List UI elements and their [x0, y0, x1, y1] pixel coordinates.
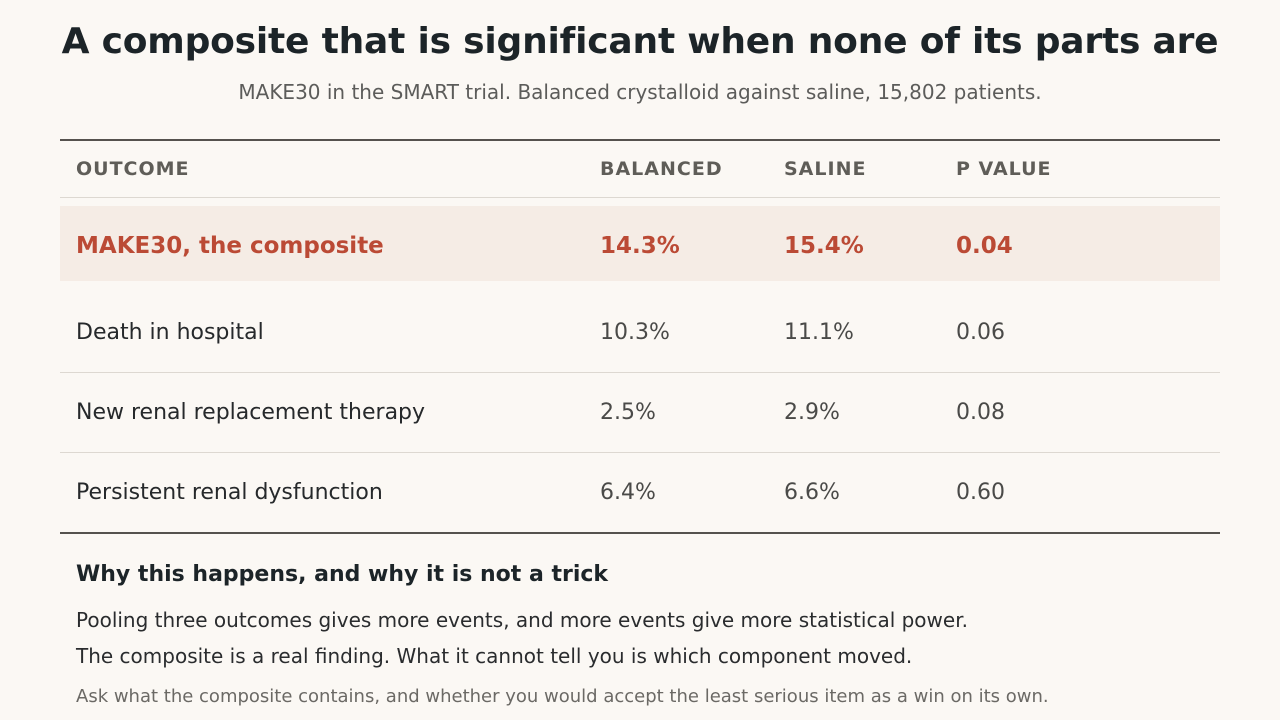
column-header-p-value: P VALUE — [956, 158, 1052, 180]
table-row: Persistent renal dysfunction 6.4% 6.6% 0… — [60, 453, 1220, 532]
saline-value: 6.6% — [784, 480, 840, 505]
note-paragraph-1: Pooling three outcomes gives more events… — [76, 608, 968, 632]
composite-saline-value: 15.4% — [784, 233, 864, 259]
results-table: OUTCOME BALANCED SALINE P VALUE MAKE30, … — [60, 139, 1220, 534]
note-paragraph-2: The composite is a real finding. What it… — [76, 644, 913, 668]
balanced-value: 2.5% — [600, 400, 656, 425]
column-header-saline: SALINE — [784, 158, 867, 180]
composite-p-value: 0.04 — [956, 233, 1013, 259]
p-value: 0.08 — [956, 400, 1005, 425]
saline-value: 11.1% — [784, 320, 854, 345]
outcome-label: New renal replacement therapy — [76, 400, 426, 425]
composite-balanced-value: 14.3% — [600, 233, 680, 259]
note-heading: Why this happens, and why it is not a tr… — [76, 562, 609, 587]
table-row: Death in hospital 10.3% 11.1% 0.06 — [60, 293, 1220, 373]
table-row-composite: MAKE30, the composite 14.3% 15.4% 0.04 — [60, 206, 1220, 281]
outcome-label: Persistent renal dysfunction — [76, 480, 383, 505]
balanced-value: 10.3% — [600, 320, 670, 345]
outcome-label: Death in hospital — [76, 320, 264, 345]
composite-outcome-label: MAKE30, the composite — [76, 233, 384, 259]
chart-title: A composite that is significant when non… — [61, 21, 1219, 62]
column-header-outcome: OUTCOME — [76, 158, 190, 180]
p-value: 0.60 — [956, 480, 1005, 505]
table-row: New renal replacement therapy 2.5% 2.9% … — [60, 373, 1220, 453]
table-header-row: OUTCOME BALANCED SALINE P VALUE — [60, 141, 1220, 198]
column-header-balanced: BALANCED — [600, 158, 723, 180]
chart-subtitle: MAKE30 in the SMART trial. Balanced crys… — [238, 80, 1042, 104]
note-footnote: Ask what the composite contains, and whe… — [76, 686, 1049, 707]
balanced-value: 6.4% — [600, 480, 656, 505]
p-value: 0.06 — [956, 320, 1005, 345]
saline-value: 2.9% — [784, 400, 840, 425]
